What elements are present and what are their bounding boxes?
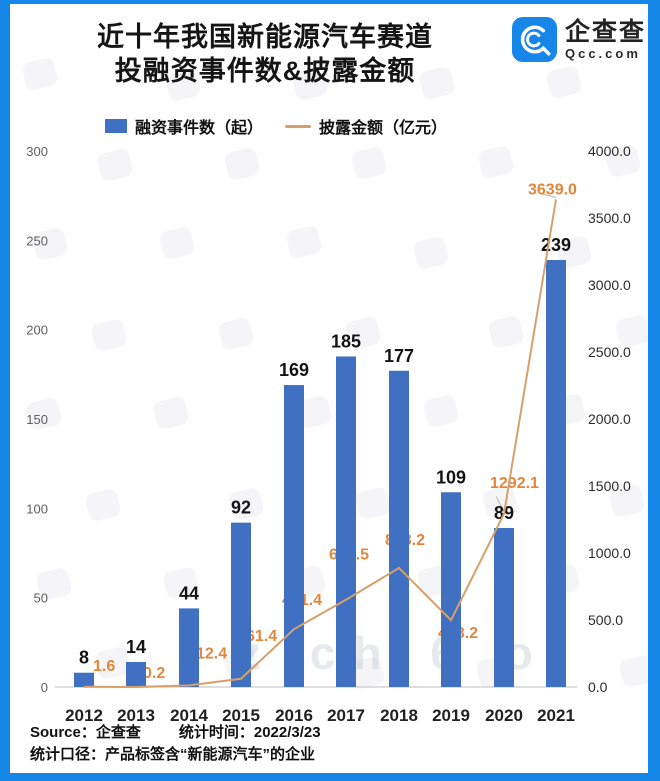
footer-source: Source：企查查 (30, 724, 141, 741)
svg-text:0: 0 (41, 680, 48, 695)
svg-text:61.4: 61.4 (246, 628, 277, 645)
title-line-1: 近十年我国新能源汽车赛道 (97, 22, 433, 52)
footer-caliber: 统计口径：产品标签含“新能源汽车”的企业 (30, 746, 316, 763)
svg-text:92: 92 (231, 498, 251, 518)
svg-text:150: 150 (26, 412, 48, 427)
logo-text: 企查查 Qcc.com (565, 18, 646, 62)
legend-item-line: 披露金额（亿元） (285, 114, 447, 138)
title-line-2: 投融资事件数&披露金额 (114, 56, 416, 86)
svg-text:2019: 2019 (432, 706, 470, 725)
svg-text:2012: 2012 (65, 706, 103, 725)
svg-text:2021: 2021 (537, 706, 575, 725)
svg-text:200: 200 (26, 323, 48, 338)
logo-brand: 企查查 (564, 17, 646, 46)
qcc-logo: 企查查 Qcc.com (511, 16, 646, 63)
svg-text:250: 250 (26, 233, 48, 248)
svg-text:1000.0: 1000.0 (588, 545, 631, 561)
legend-item-bar: 融资事件数（起） (105, 114, 263, 138)
svg-text:12.4: 12.4 (196, 645, 227, 662)
svg-text:2017: 2017 (327, 706, 365, 725)
svg-text:8: 8 (79, 648, 89, 668)
svg-text:109: 109 (436, 467, 466, 487)
legend-line-label: 披露金额（亿元） (319, 120, 448, 137)
svg-text:2015: 2015 (222, 706, 260, 725)
svg-text:50: 50 (34, 591, 48, 606)
svg-text:3639.0: 3639.0 (528, 181, 577, 198)
svg-text:3000.0: 3000.0 (588, 277, 631, 293)
svg-text:2016: 2016 (275, 706, 313, 725)
svg-text:500.0: 500.0 (588, 612, 623, 628)
svg-text:2014: 2014 (170, 706, 208, 725)
bar-series-swatch (105, 119, 127, 133)
svg-text:2018: 2018 (380, 706, 418, 725)
svg-text:300: 300 (26, 144, 48, 159)
chart-legend: 融资事件数（起） 披露金额（亿元） (105, 114, 447, 138)
svg-text:169: 169 (279, 360, 309, 380)
svg-text:1292.1: 1292.1 (490, 475, 539, 492)
footer: Source：企查查 统计时间：2022/3/23 统计口径：产品标签含“新能源汽… (30, 722, 321, 766)
svg-text:185: 185 (331, 331, 361, 351)
svg-text:2000.0: 2000.0 (588, 411, 631, 427)
svg-text:100: 100 (26, 501, 48, 516)
page-title: 近十年我国新能源汽车赛道 投融资事件数&披露金额 (40, 20, 490, 88)
svg-text:177: 177 (384, 346, 414, 366)
svg-text:1500.0: 1500.0 (588, 478, 631, 494)
svg-text:14: 14 (126, 637, 146, 657)
chart-card: z ch 6 o 近十年我国新能源汽车赛道 投融资事件数&披露金额 企查查 Qc… (10, 4, 648, 773)
logo-domain: Qcc.com (564, 45, 641, 61)
svg-text:0.0: 0.0 (588, 679, 608, 695)
qcc-magnifier-icon (511, 16, 558, 63)
svg-text:4000.0: 4000.0 (588, 143, 631, 159)
svg-text:0.2: 0.2 (143, 665, 165, 682)
svg-text:239: 239 (541, 235, 571, 255)
svg-text:1.6: 1.6 (93, 658, 115, 675)
line-series-swatch (285, 124, 312, 128)
svg-text:3500.0: 3500.0 (588, 210, 631, 226)
svg-text:2500.0: 2500.0 (588, 344, 631, 360)
legend-bar-label: 融资事件数（起） (135, 120, 264, 137)
svg-text:2013: 2013 (117, 706, 155, 725)
svg-text:2020: 2020 (485, 706, 523, 725)
footer-row-1: Source：企查查 统计时间：2022/3/23 (30, 722, 321, 744)
svg-text:44: 44 (179, 583, 199, 603)
footer-stat-time: 统计时间：2022/3/23 (178, 724, 321, 741)
